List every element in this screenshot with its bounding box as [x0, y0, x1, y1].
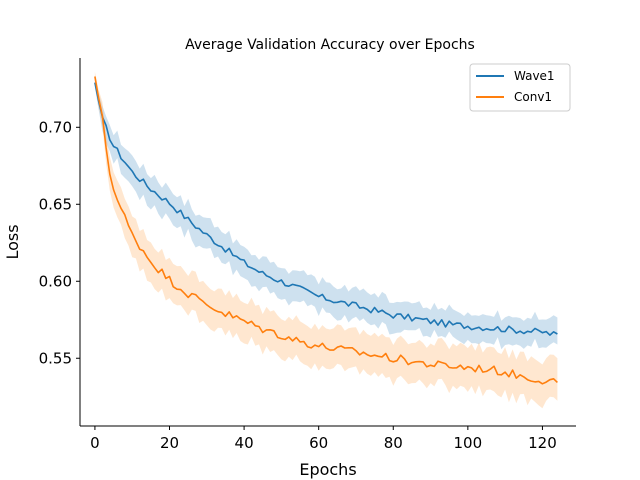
line-wave1 [94, 82, 558, 336]
legend-label-wave1: Wave1 [514, 69, 555, 83]
band-conv1 [94, 71, 558, 409]
chart-title: Average Validation Accuracy over Epochs [185, 37, 475, 53]
x-tick-label: 40 [235, 434, 254, 452]
y-tick-label: 0.60 [39, 272, 72, 290]
x-tick-label: 20 [160, 434, 179, 452]
x-tick-label: 0 [90, 434, 100, 452]
confidence-bands [94, 71, 558, 409]
x-tick-label: 60 [309, 434, 328, 452]
y-axis-ticks: 0.55 0.60 0.65 0.70 [39, 118, 80, 367]
x-tick-label: 80 [384, 434, 403, 452]
x-tick-label: 120 [528, 434, 557, 452]
legend-label-conv1: Conv1 [514, 90, 552, 104]
y-tick-label: 0.55 [39, 349, 72, 367]
band-wave1 [94, 78, 558, 350]
x-tick-label: 100 [454, 434, 483, 452]
series-lines [94, 76, 558, 385]
y-axis-label: Loss [3, 224, 22, 259]
y-tick-label: 0.65 [39, 195, 72, 213]
x-axis-ticks: 0 20 40 60 80 100 120 [90, 426, 557, 452]
line-conv1 [94, 76, 558, 385]
legend: Wave1 Conv1 [469, 63, 571, 112]
y-tick-label: 0.70 [39, 118, 72, 136]
x-axis-label: Epochs [299, 460, 356, 479]
